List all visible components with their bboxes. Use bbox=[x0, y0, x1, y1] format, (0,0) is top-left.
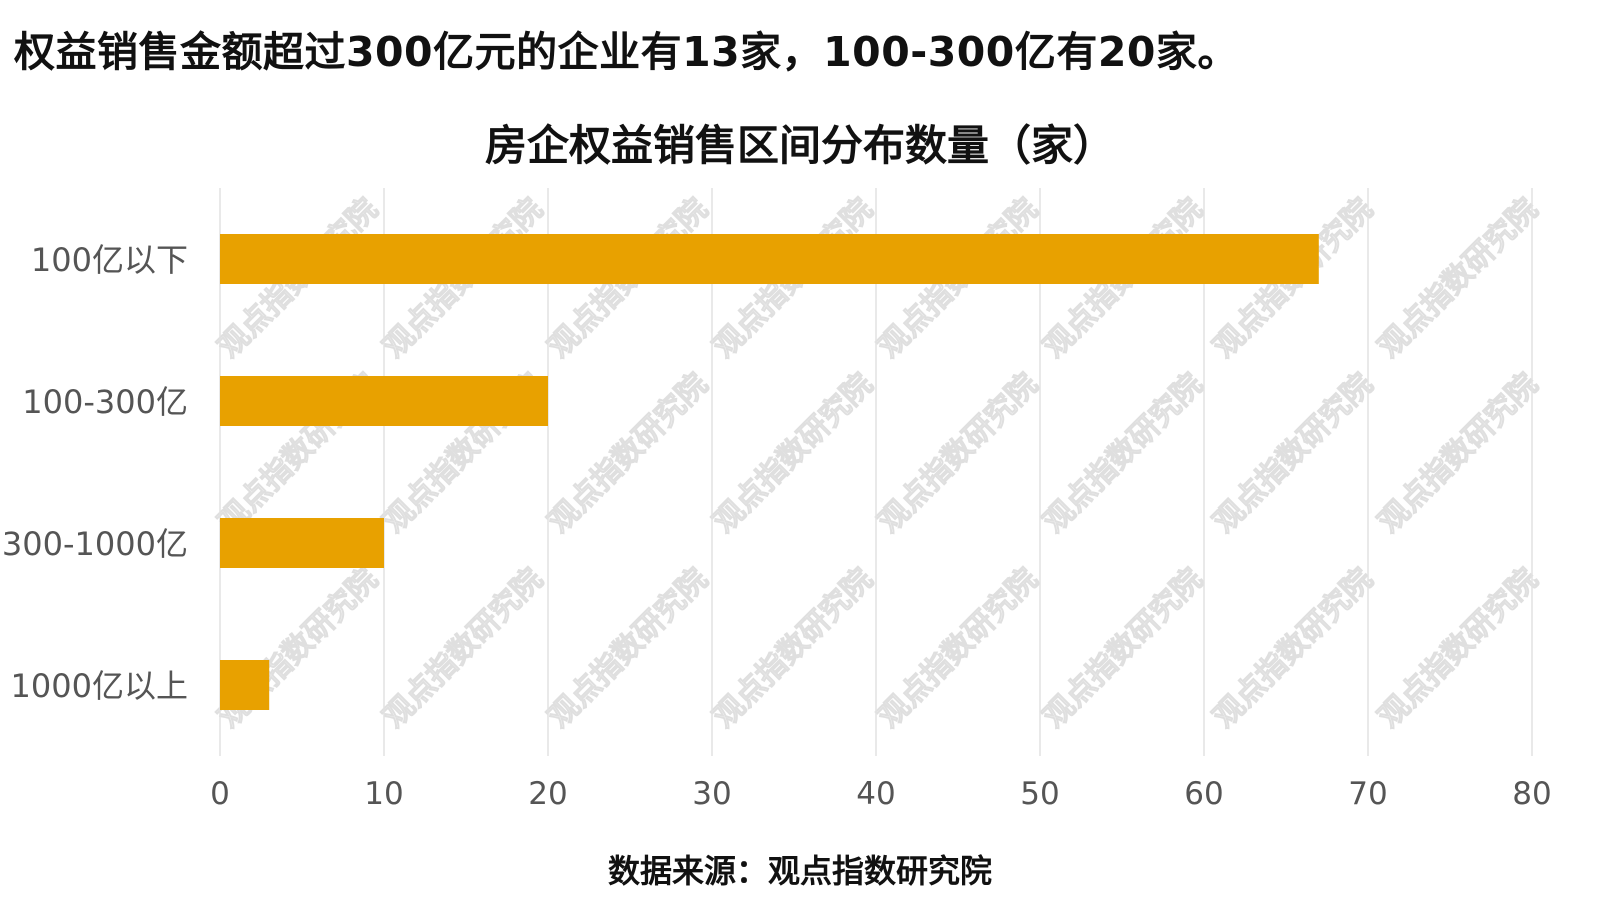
bar bbox=[220, 518, 384, 568]
headline: 权益销售金额超过300亿元的企业有13家，100-300亿有20家。 bbox=[14, 28, 1239, 76]
x-tick-label: 40 bbox=[856, 776, 895, 812]
watermark-text: 观点指数研究院 bbox=[872, 367, 1045, 540]
x-tick-label: 10 bbox=[364, 776, 403, 812]
watermark-text: 观点指数研究院 bbox=[542, 367, 715, 540]
category-label: 300-1000亿 bbox=[2, 525, 188, 563]
watermark-text: 观点指数研究院 bbox=[1207, 562, 1380, 735]
watermark-text: 观点指数研究院 bbox=[1037, 562, 1210, 735]
bar bbox=[220, 660, 270, 710]
chart-title: 房企权益销售区间分布数量（家） bbox=[484, 121, 1115, 170]
category-label: 100-300亿 bbox=[22, 383, 188, 421]
category-label: 100亿以下 bbox=[31, 241, 188, 279]
x-tick-label: 0 bbox=[210, 776, 230, 812]
watermark-text: 观点指数研究院 bbox=[872, 562, 1045, 735]
x-tick-label: 20 bbox=[528, 776, 567, 812]
category-label: 1000亿以上 bbox=[11, 667, 188, 705]
bar bbox=[220, 234, 1319, 284]
x-tick-label: 60 bbox=[1184, 776, 1223, 812]
watermark-text: 观点指数研究院 bbox=[377, 562, 550, 735]
watermark-text: 观点指数研究院 bbox=[1372, 192, 1545, 365]
watermark-text: 观点指数研究院 bbox=[707, 367, 880, 540]
x-tick-label: 80 bbox=[1512, 776, 1551, 812]
bar bbox=[220, 376, 548, 426]
watermark-text: 观点指数研究院 bbox=[1372, 367, 1545, 540]
watermark-text: 观点指数研究院 bbox=[542, 562, 715, 735]
watermark-text: 观点指数研究院 bbox=[1037, 367, 1210, 540]
watermark-text: 观点指数研究院 bbox=[1372, 562, 1545, 735]
category-labels: 100亿以下 100-300亿 300-1000亿 1000亿以上 bbox=[2, 241, 188, 705]
source-note: 数据来源：观点指数研究院 bbox=[607, 852, 992, 890]
watermark-text: 观点指数研究院 bbox=[707, 562, 880, 735]
watermark-text: 观点指数研究院 bbox=[1207, 367, 1380, 540]
x-tick-labels: 0 10 20 30 40 50 60 70 80 bbox=[210, 776, 1552, 812]
x-tick-label: 70 bbox=[1348, 776, 1387, 812]
x-tick-label: 30 bbox=[692, 776, 731, 812]
bars bbox=[220, 234, 1319, 710]
x-tick-label: 50 bbox=[1020, 776, 1059, 812]
